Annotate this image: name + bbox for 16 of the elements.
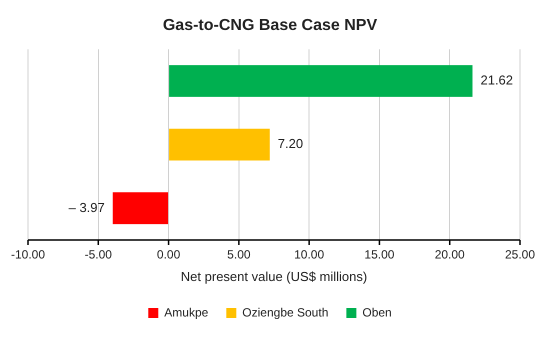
x-tick-label: 15.00 xyxy=(364,248,395,262)
x-tick-label: 10.00 xyxy=(294,248,324,262)
legend-label: Oziengbe South xyxy=(242,305,328,320)
data-label: – 3.97 xyxy=(68,200,105,215)
legend-label: Oben xyxy=(362,305,392,320)
x-tick-label: 5.00 xyxy=(227,248,251,262)
data-label: 21.62 xyxy=(480,72,514,88)
x-tick-label: -10.00 xyxy=(10,248,46,262)
x-tick-label: 25.00 xyxy=(504,248,536,262)
x-tick-label: 20.00 xyxy=(434,248,466,262)
x-axis-title: Net present value (US$ millions) xyxy=(180,268,368,284)
legend-label: Amukpe xyxy=(164,305,209,320)
chart-title: Gas-to-CNG Base Case NPV xyxy=(162,17,378,34)
data-label: 7.20 xyxy=(278,136,304,152)
x-tick-label: 0.00 xyxy=(156,248,181,262)
x-tick-label: -5.00 xyxy=(84,248,112,262)
